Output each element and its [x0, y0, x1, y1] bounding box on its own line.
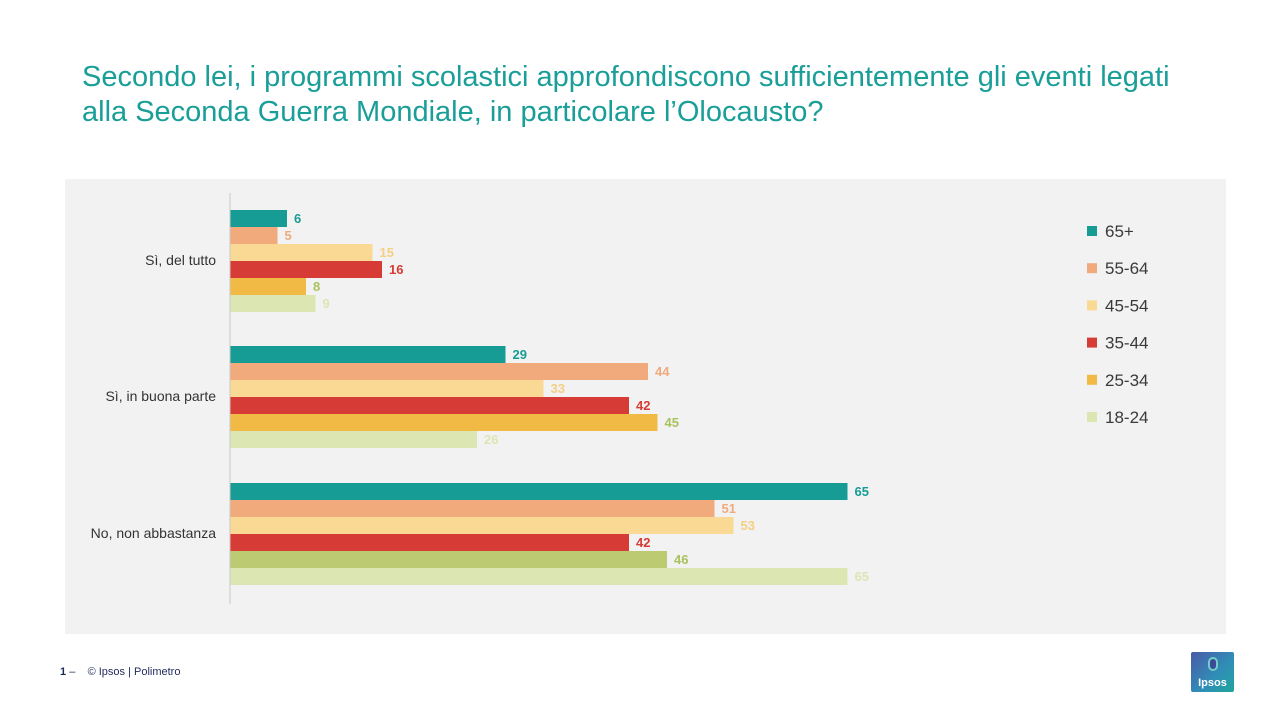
chart-panel: Sì, del tutto 6 5 15 16 8 9 Sì, in buona parte 2…: [65, 179, 1226, 634]
bar: [230, 483, 848, 500]
data-label: 6: [294, 211, 301, 226]
page-number: 1: [60, 666, 67, 678]
data-label: 8: [313, 279, 320, 294]
data-label: 45: [665, 415, 679, 430]
category-label: Sì, del tutto: [145, 252, 216, 268]
bar: [230, 210, 287, 227]
data-label: 16: [389, 262, 403, 277]
bar: [230, 568, 848, 585]
data-label: 29: [513, 347, 527, 362]
data-label: 26: [484, 432, 498, 447]
bar: [230, 278, 306, 295]
bar: [230, 500, 715, 517]
bar: [230, 346, 506, 363]
bar: [230, 380, 544, 397]
legend-label: 25-34: [1105, 371, 1148, 390]
legend-swatch: [1087, 374, 1097, 385]
bar: [230, 227, 278, 244]
category-label: Sì, in buona parte: [105, 388, 216, 404]
data-label: 33: [551, 381, 565, 396]
bar: [230, 551, 667, 568]
data-label: 5: [285, 228, 292, 243]
data-label: 46: [674, 552, 688, 567]
category-label: No, non abbastanza: [91, 525, 217, 541]
legend-label: 55-64: [1105, 259, 1148, 278]
copyright-text: © Ipsos | Polimetro: [87, 666, 181, 678]
bar: [230, 534, 629, 551]
legend-swatch: [1087, 300, 1097, 311]
slide-title: Secondo lei, i programmi scolastici appr…: [82, 61, 1170, 128]
legend-swatch: [1087, 226, 1097, 236]
data-label: 9: [323, 296, 330, 311]
logo-wordmark: Ipsos: [1198, 677, 1227, 689]
bar: [230, 244, 373, 261]
legend-swatch: [1087, 412, 1097, 422]
legend-label: 65+: [1105, 222, 1134, 241]
bar: [230, 414, 658, 431]
legend-swatch: [1087, 337, 1097, 348]
legend-label: 45-54: [1105, 296, 1148, 315]
bar: [230, 431, 477, 448]
legend-label: 18-24: [1105, 408, 1148, 427]
data-label: 44: [655, 364, 670, 379]
data-label: 65: [855, 484, 869, 499]
data-label: 15: [380, 245, 394, 260]
bar: [230, 295, 316, 312]
data-label: 53: [741, 518, 755, 533]
footer-separator: –: [69, 666, 76, 678]
data-label: 42: [636, 535, 650, 550]
bar: [230, 517, 734, 534]
data-label: 51: [722, 501, 736, 516]
bar: [230, 363, 648, 380]
ipsos-logo: Ipsos: [1191, 652, 1234, 692]
legend-swatch: [1087, 263, 1097, 274]
data-label: 65: [855, 569, 869, 584]
logo-mark-icon: [1208, 657, 1218, 671]
bar: [230, 261, 382, 278]
data-label: 42: [636, 398, 650, 413]
footer: 1 – © Ipsos | Polimetro: [60, 666, 180, 678]
legend-label: 35-44: [1105, 334, 1148, 353]
bar: [230, 397, 629, 414]
